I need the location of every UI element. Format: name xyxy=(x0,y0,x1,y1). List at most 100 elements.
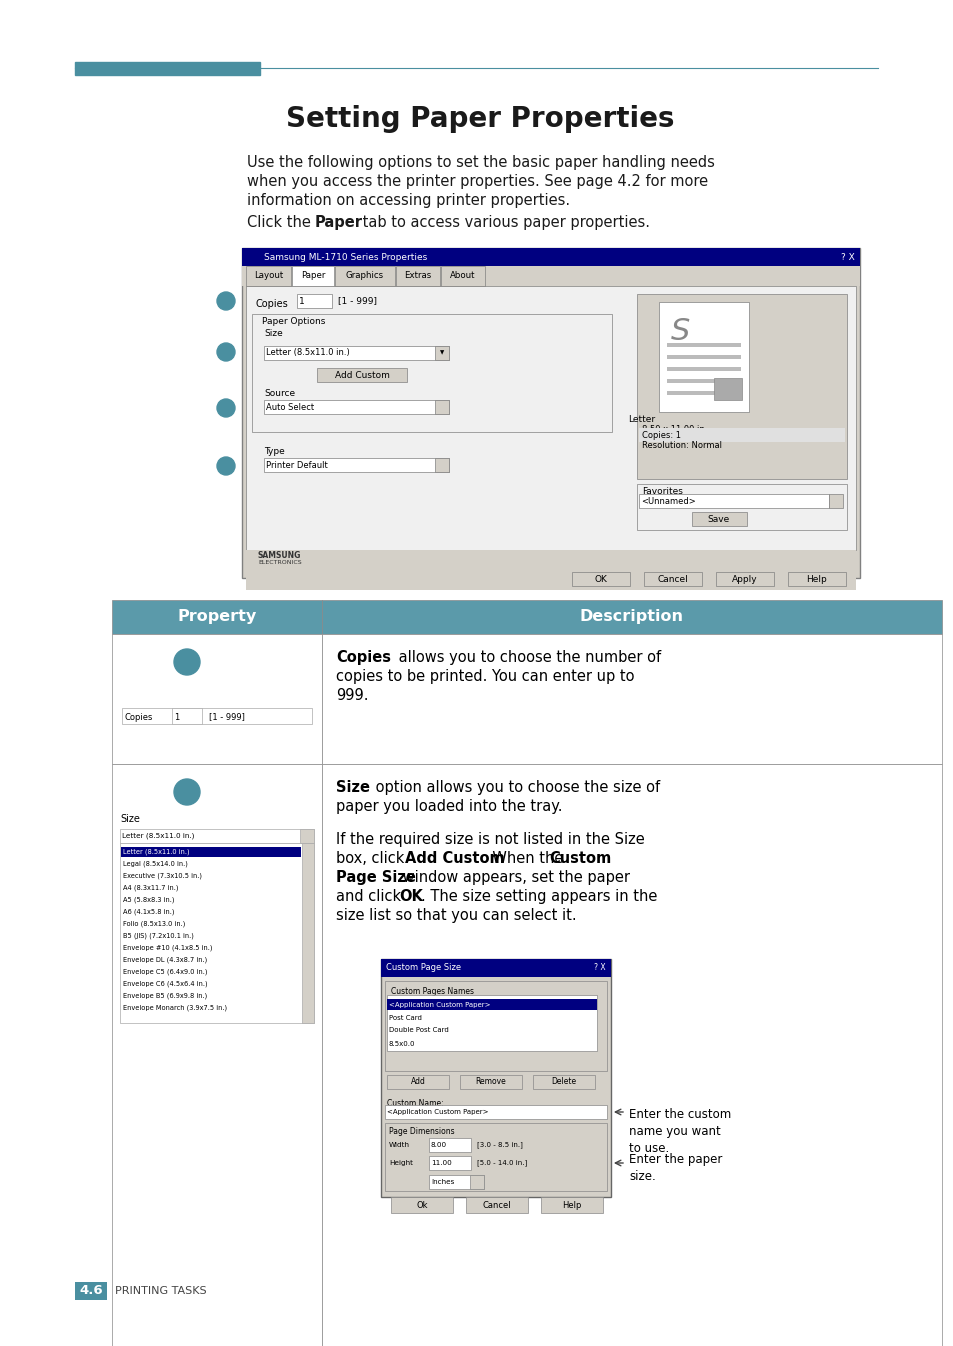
Text: box, click: box, click xyxy=(335,851,409,865)
Text: ELECTRONICS: ELECTRONICS xyxy=(257,560,301,565)
Text: allows you to choose the number of: allows you to choose the number of xyxy=(394,650,660,665)
Bar xyxy=(112,600,322,634)
Bar xyxy=(302,843,314,1023)
Text: Help: Help xyxy=(806,575,826,584)
Bar xyxy=(242,248,859,577)
Text: Graphics: Graphics xyxy=(346,272,384,280)
Text: Size: Size xyxy=(120,814,140,824)
Text: and click: and click xyxy=(335,888,405,905)
Text: Click the: Click the xyxy=(247,215,315,230)
Bar xyxy=(716,572,773,586)
Text: . The size setting appears in the: . The size setting appears in the xyxy=(420,888,657,905)
Text: Size: Size xyxy=(264,330,282,338)
Text: Envelope #10 (4.1x8.5 in.): Envelope #10 (4.1x8.5 in.) xyxy=(123,945,213,952)
Text: Custom: Custom xyxy=(548,851,611,865)
Text: Envelope B5 (6.9x9.8 in.): Envelope B5 (6.9x9.8 in.) xyxy=(123,993,207,999)
Bar xyxy=(264,346,449,359)
Bar xyxy=(264,400,449,415)
Bar xyxy=(540,1197,602,1213)
Text: PRINTING TASKS: PRINTING TASKS xyxy=(115,1285,207,1296)
Text: Samsung ML-1710 Series Properties: Samsung ML-1710 Series Properties xyxy=(264,253,427,261)
Text: window appears, set the paper: window appears, set the paper xyxy=(397,870,629,886)
Text: Use the following options to set the basic paper handling needs: Use the following options to set the bas… xyxy=(247,155,714,170)
Text: Copies: Copies xyxy=(125,712,153,721)
Text: Enter the custom
name you want
to use.: Enter the custom name you want to use. xyxy=(628,1108,731,1155)
Text: [5.0 - 14.0 in.]: [5.0 - 14.0 in.] xyxy=(476,1160,527,1167)
Circle shape xyxy=(173,779,200,805)
Text: [1 - 999]: [1 - 999] xyxy=(337,296,376,306)
Circle shape xyxy=(173,649,200,674)
Text: Cancel: Cancel xyxy=(482,1201,511,1210)
Bar xyxy=(75,62,260,75)
Text: Resolution: Normal: Resolution: Normal xyxy=(641,441,721,451)
Text: SAMSUNG: SAMSUNG xyxy=(257,551,301,560)
Text: Enter the paper
size.: Enter the paper size. xyxy=(628,1154,721,1183)
Bar xyxy=(252,314,612,432)
Text: information on accessing printer properties.: information on accessing printer propert… xyxy=(247,192,570,209)
Text: Save: Save xyxy=(707,514,729,524)
Text: 1: 1 xyxy=(298,296,304,306)
Bar xyxy=(459,1075,521,1089)
Bar xyxy=(322,765,941,1346)
Text: [1 - 999]: [1 - 999] xyxy=(209,712,245,721)
Bar xyxy=(296,293,332,308)
Text: Delete: Delete xyxy=(551,1078,576,1086)
Text: Post Card: Post Card xyxy=(389,1015,421,1020)
Bar xyxy=(246,551,855,568)
Bar xyxy=(299,829,314,843)
Text: Apply: Apply xyxy=(731,575,757,584)
Bar xyxy=(659,302,748,412)
Text: Double Post Card: Double Post Card xyxy=(389,1027,448,1034)
Bar xyxy=(533,1075,595,1089)
Text: copies to be printed. You can enter up to: copies to be printed. You can enter up t… xyxy=(335,669,634,684)
Bar xyxy=(637,485,846,530)
Bar xyxy=(713,378,741,400)
Bar xyxy=(120,843,314,1023)
Bar xyxy=(335,267,395,285)
Text: A5 (5.8x8.3 in.): A5 (5.8x8.3 in.) xyxy=(123,896,174,903)
Circle shape xyxy=(216,292,234,310)
Text: Description: Description xyxy=(579,610,683,625)
Bar xyxy=(639,428,844,441)
Bar xyxy=(435,400,449,415)
Text: 11.00: 11.00 xyxy=(431,1160,452,1166)
Text: Letter (8.5x11.0 in.): Letter (8.5x11.0 in.) xyxy=(123,849,190,855)
Bar xyxy=(385,1123,606,1191)
Text: Remove: Remove xyxy=(476,1078,506,1086)
Text: Custom Pages Names: Custom Pages Names xyxy=(391,987,474,996)
Bar xyxy=(385,1105,606,1119)
Text: Source: Source xyxy=(264,389,294,398)
Bar xyxy=(292,267,334,285)
Text: 8.5x0.0: 8.5x0.0 xyxy=(389,1040,416,1046)
Text: Page Dimensions: Page Dimensions xyxy=(389,1127,455,1136)
Text: size list so that you can select it.: size list so that you can select it. xyxy=(335,909,576,923)
Text: when you access the printer properties. See page 4.2 for more: when you access the printer properties. … xyxy=(247,174,707,188)
Text: Executive (7.3x10.5 in.): Executive (7.3x10.5 in.) xyxy=(123,872,202,879)
Bar xyxy=(395,267,439,285)
Bar xyxy=(429,1175,483,1189)
Text: Folio (8.5x13.0 in.): Folio (8.5x13.0 in.) xyxy=(123,921,185,927)
Text: A6 (4.1x5.8 in.): A6 (4.1x5.8 in.) xyxy=(123,909,174,915)
Bar xyxy=(380,958,610,977)
Bar xyxy=(828,494,842,507)
Bar xyxy=(440,267,484,285)
Bar xyxy=(666,380,740,384)
Text: Copies: 1: Copies: 1 xyxy=(641,432,680,440)
Text: Copies: Copies xyxy=(255,299,289,310)
Text: Legal (8.5x14.0 in.): Legal (8.5x14.0 in.) xyxy=(123,860,188,867)
Text: If the required size is not listed in the Size: If the required size is not listed in th… xyxy=(335,832,644,847)
Bar xyxy=(75,1281,107,1300)
Bar xyxy=(435,346,449,359)
Text: Auto Select: Auto Select xyxy=(266,402,314,412)
Text: Paper: Paper xyxy=(300,272,325,280)
Bar xyxy=(122,708,312,724)
Text: Letter (8.5x11.0 in.): Letter (8.5x11.0 in.) xyxy=(266,349,350,358)
Text: option allows you to choose the size of: option allows you to choose the size of xyxy=(371,779,659,795)
Bar xyxy=(246,267,291,285)
Text: Paper Options: Paper Options xyxy=(262,318,325,327)
Text: <Application Custom Paper>: <Application Custom Paper> xyxy=(387,1109,488,1114)
Bar xyxy=(429,1156,471,1170)
Text: Add: Add xyxy=(410,1078,425,1086)
Text: Printer Default: Printer Default xyxy=(266,460,328,470)
Text: Extras: Extras xyxy=(404,272,431,280)
